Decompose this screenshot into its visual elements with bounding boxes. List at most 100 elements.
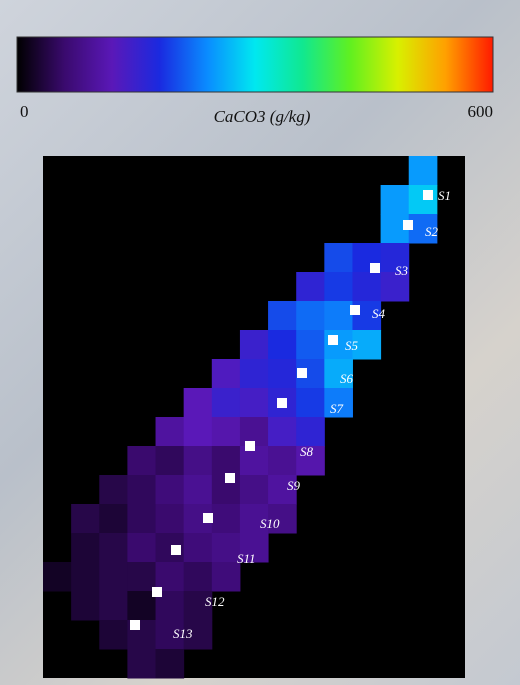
raster-cell [211, 446, 241, 476]
raster-cell [183, 446, 213, 476]
raster [43, 156, 438, 679]
raster-cell [71, 591, 100, 621]
raster-cell [211, 504, 241, 534]
station-marker [225, 473, 235, 483]
raster-cell [155, 475, 185, 505]
raster-cell [268, 301, 297, 331]
raster-cell [239, 475, 269, 505]
station-label: S6 [340, 371, 354, 386]
raster-cell [71, 533, 100, 563]
raster-cell [99, 620, 128, 650]
raster-cell [324, 301, 353, 331]
raster-cell [99, 591, 128, 621]
raster-cell [183, 475, 213, 505]
raster-cell [99, 475, 128, 505]
raster-cell [211, 417, 241, 447]
raster-cell [71, 562, 100, 592]
raster-cell [211, 533, 241, 563]
raster-cell [99, 504, 128, 534]
station-label: S9 [287, 478, 301, 493]
raster-cell [183, 562, 213, 592]
station-label: S5 [345, 338, 359, 353]
station-marker [203, 513, 213, 523]
station-label: S7 [330, 401, 344, 416]
raster-cell [183, 620, 213, 650]
station-label: S12 [205, 594, 225, 609]
station-marker [328, 335, 338, 345]
stations: S1 S2 S3 S4 S5 S6 S7 S8 S9 S10 S11 S12 S13 [130, 188, 451, 641]
raster-cell [155, 562, 185, 592]
station-label: S1 [438, 188, 451, 203]
raster-cell [296, 388, 325, 418]
raster-cell [43, 562, 72, 592]
raster-cell [211, 388, 241, 418]
station-marker [277, 398, 287, 408]
raster-cell [352, 272, 382, 302]
station-marker [152, 587, 162, 597]
raster-cell [268, 475, 297, 505]
station-label: S11 [237, 551, 256, 566]
station-label: S8 [300, 444, 314, 459]
station-label: S2 [425, 224, 439, 239]
raster-cell [408, 156, 438, 186]
colorbar-label: CaCO3 (g/kg) [214, 107, 311, 126]
raster-cell [71, 504, 100, 534]
raster-cell [155, 446, 185, 476]
raster-cell [155, 417, 185, 447]
raster-cell [296, 446, 325, 476]
raster-cell [127, 475, 157, 505]
raster-cell [268, 446, 297, 476]
raster-cell [99, 533, 128, 563]
station-marker [130, 620, 140, 630]
raster-cell [268, 504, 297, 534]
station-marker [350, 305, 360, 315]
raster-cell [155, 620, 185, 650]
raster-cell [268, 330, 297, 360]
station-label: S13 [173, 626, 193, 641]
raster-cell [183, 591, 213, 621]
raster-cell [268, 359, 297, 389]
raster-cell [324, 359, 353, 389]
raster-cell [239, 388, 269, 418]
raster-cell [155, 504, 185, 534]
raster-cell [296, 272, 325, 302]
raster-cell [127, 562, 157, 592]
raster-cell [127, 446, 157, 476]
raster-cell [183, 417, 213, 447]
raster-cell [324, 388, 353, 418]
raster-cell [127, 649, 157, 679]
raster-cell [268, 417, 297, 447]
raster-cell [380, 272, 410, 302]
station-label: S3 [395, 263, 409, 278]
raster-cell [408, 214, 438, 244]
raster-cell [183, 533, 213, 563]
raster-cell [324, 272, 353, 302]
raster-cell [239, 330, 269, 360]
raster-cell [183, 388, 213, 418]
station-label: S10 [260, 516, 280, 531]
raster-cell [380, 243, 410, 273]
raster-cell [239, 533, 269, 563]
station-marker [403, 220, 413, 230]
raster-cell [211, 359, 241, 389]
raster-cell [155, 649, 185, 679]
raster-cell [127, 504, 157, 534]
station-marker [423, 190, 433, 200]
raster-cell [99, 562, 128, 592]
raster-cell [211, 562, 241, 592]
colorbar-min: 0 [20, 102, 29, 121]
station-marker [370, 263, 380, 273]
raster-cell [239, 504, 269, 534]
colorbar-max: 600 [468, 102, 494, 121]
raster-cell [239, 359, 269, 389]
raster-cell [127, 591, 157, 621]
raster-cell [296, 330, 325, 360]
raster-cell [380, 185, 410, 215]
raster-cell [296, 301, 325, 331]
station-marker [171, 545, 181, 555]
raster-cell [296, 417, 325, 447]
station-label: S4 [372, 306, 386, 321]
colorbar [16, 36, 494, 93]
